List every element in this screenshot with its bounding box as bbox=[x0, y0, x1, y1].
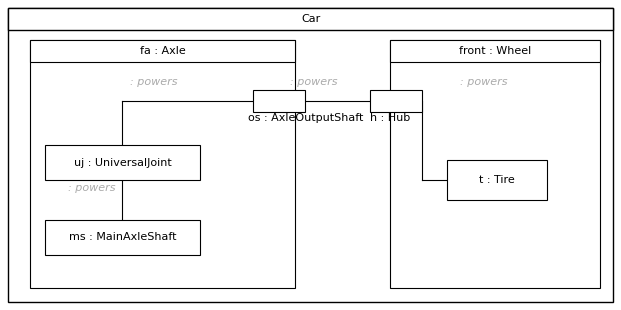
Text: t : Tire: t : Tire bbox=[479, 175, 515, 185]
Bar bbox=[45, 220, 200, 255]
Text: front : Wheel: front : Wheel bbox=[459, 46, 531, 56]
Bar bbox=[447, 160, 547, 200]
Bar bbox=[390, 40, 600, 288]
Text: ms : MainAxleShaft: ms : MainAxleShaft bbox=[69, 232, 176, 242]
Text: os : AxleOutputShaft: os : AxleOutputShaft bbox=[248, 113, 363, 123]
Text: : powers: : powers bbox=[130, 77, 178, 87]
Bar bbox=[390, 40, 600, 62]
Bar bbox=[45, 145, 200, 180]
Bar bbox=[253, 90, 305, 112]
Text: uj : UniversalJoint: uj : UniversalJoint bbox=[74, 157, 171, 167]
Bar bbox=[30, 40, 295, 288]
Text: : powers: : powers bbox=[460, 77, 507, 87]
Text: Car: Car bbox=[301, 14, 320, 24]
Text: h : Hub: h : Hub bbox=[370, 113, 410, 123]
Text: : powers: : powers bbox=[290, 77, 337, 87]
Text: : powers: : powers bbox=[68, 183, 116, 193]
Bar bbox=[8, 8, 613, 30]
Bar bbox=[370, 90, 422, 112]
Text: fa : Axle: fa : Axle bbox=[140, 46, 186, 56]
Bar bbox=[30, 40, 295, 62]
